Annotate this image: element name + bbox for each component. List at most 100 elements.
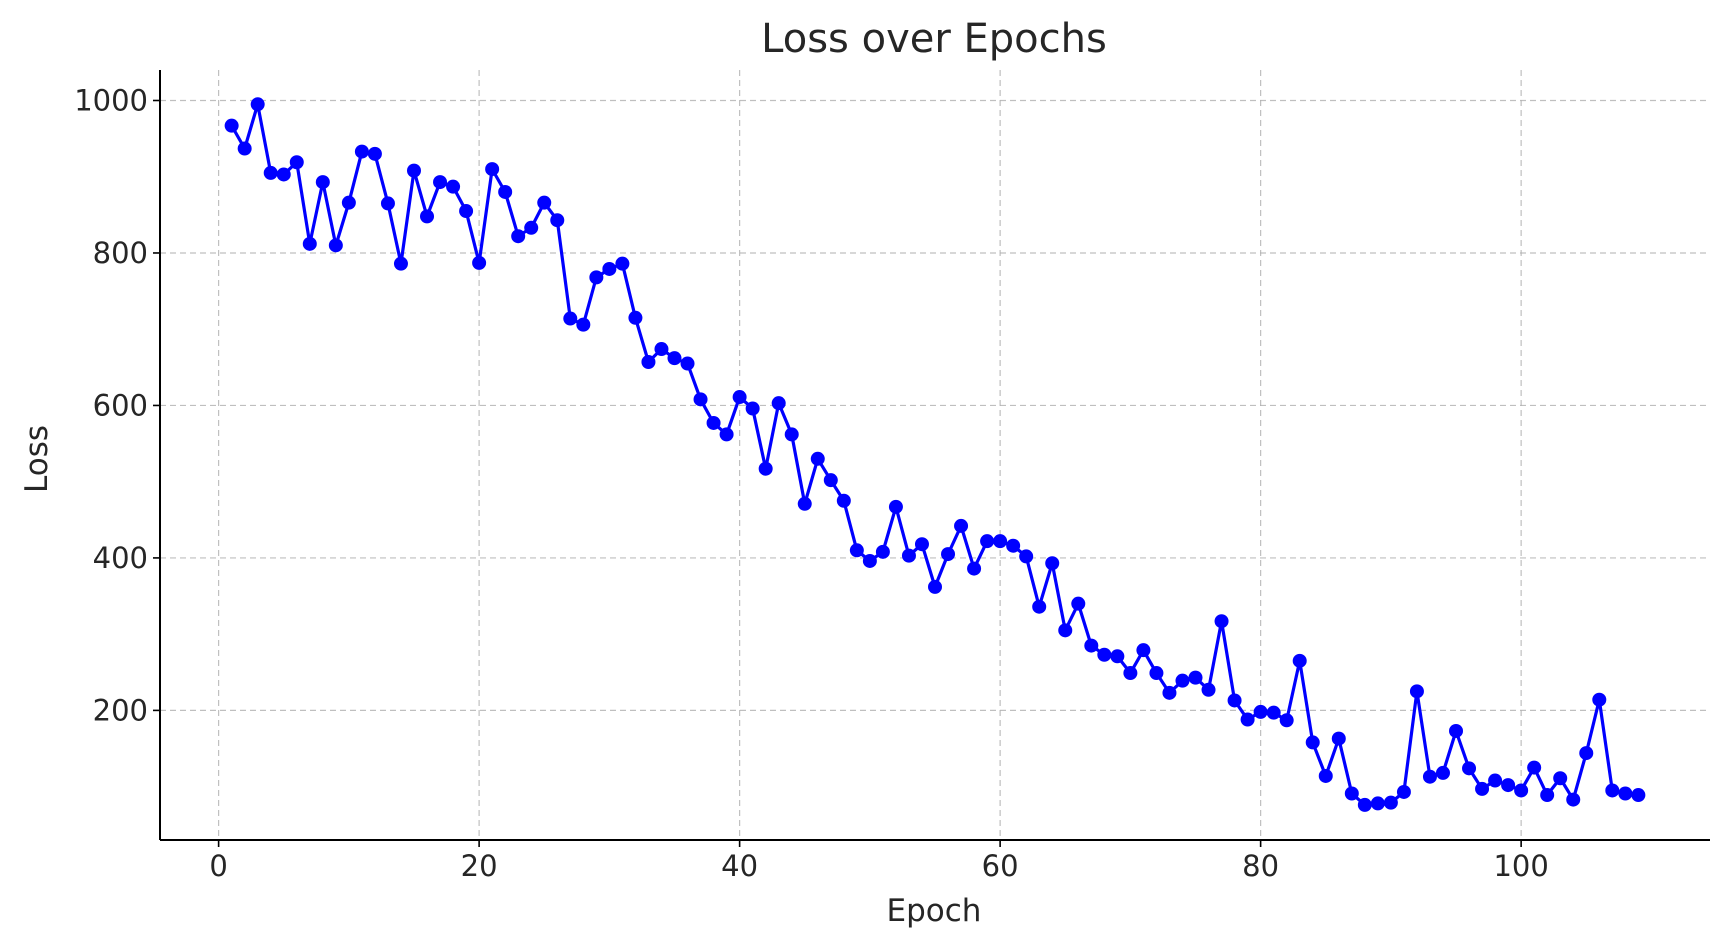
series-loss [224,97,1646,812]
data-point [1305,735,1320,750]
data-point [1188,670,1203,685]
x-tick-label: 0 [209,849,227,883]
data-point [1058,623,1073,638]
data-point [537,195,552,210]
data-point [420,209,435,224]
data-point [315,175,330,190]
data-point [1383,795,1398,810]
y-tick-label: 200 [93,693,148,727]
data-point [589,270,604,285]
loss-line [230,102,1640,807]
data-point [980,534,995,549]
data-point [901,548,916,563]
data-point [654,342,669,357]
data-point [1123,666,1138,681]
data-point [1462,761,1477,776]
data-point [823,473,838,488]
data-point [485,162,500,177]
data-point [1045,556,1060,571]
data-point [1396,784,1411,799]
x-tick-label: 20 [461,849,498,883]
x-tick-label: 80 [1242,849,1279,883]
data-point [1631,788,1646,803]
data-point [1540,788,1555,803]
data-point [602,261,617,276]
data-point [941,547,956,562]
data-point [1422,769,1437,784]
y-tick-label: 400 [93,541,148,575]
data-point [1266,705,1281,720]
data-point [1097,647,1112,662]
data-point [1318,768,1333,783]
data-point [1605,783,1620,798]
data-point [888,499,903,514]
x-tick-label: 100 [1493,849,1548,883]
y-tick-label: 1000 [74,83,148,117]
data-point [1240,712,1255,727]
x-tick-label: 40 [721,849,758,883]
data-point [498,184,513,199]
data-point [550,213,565,228]
data-point [563,311,578,326]
data-point [1032,599,1047,614]
data-point [628,310,643,325]
data-point [1449,723,1464,738]
data-point [967,561,982,576]
data-point [1618,786,1633,801]
data-point [719,427,734,442]
data-point [797,496,812,511]
data-point [1553,771,1568,786]
data-point [1279,713,1294,728]
data-point [928,579,942,594]
data-point [914,537,929,552]
data-point [237,141,252,156]
y-axis-title: Loss [19,425,55,493]
x-tick-label: 60 [982,849,1019,883]
data-point [1566,792,1581,807]
data-point [459,204,474,219]
data-point [641,354,656,369]
data-point [1227,693,1242,708]
axes [159,70,1710,841]
data-point [576,317,591,332]
data-point [406,163,421,178]
data-point [1435,765,1450,780]
data-point [667,351,682,366]
data-point [1370,796,1385,811]
data-point [993,534,1008,549]
data-point [367,146,382,161]
data-point [1292,653,1307,668]
data-point [302,236,317,251]
data-point [224,118,239,133]
data-point [1175,673,1190,688]
x-axis-title: Epoch [887,893,982,929]
data-point [446,179,461,194]
data-point [524,220,539,235]
data-point [1214,614,1229,629]
data-point [380,196,395,211]
data-point [341,195,356,210]
data-point [849,543,864,558]
y-tick-label: 800 [93,236,148,270]
data-point [1488,773,1503,788]
data-point [1006,538,1021,553]
data-point [745,401,760,416]
data-point [263,165,278,180]
grid [160,70,1710,840]
data-point [615,256,630,271]
data-point [1136,643,1151,658]
ticks: 0 20 40 60 80 100 200 400 600 800 1000 [74,83,1549,883]
data-point [732,390,747,405]
data-point [1110,649,1125,664]
data-point [954,518,969,533]
data-point [472,255,487,270]
data-point [862,553,877,568]
data-point [1501,778,1516,793]
data-point [1162,685,1177,700]
data-point [1071,596,1086,611]
data-point [1084,638,1099,653]
data-point [250,97,265,112]
data-point [1579,746,1594,761]
data-point [693,392,708,407]
data-point [836,493,851,508]
